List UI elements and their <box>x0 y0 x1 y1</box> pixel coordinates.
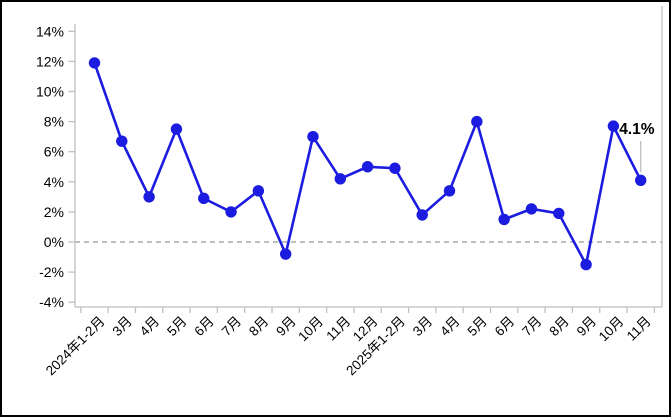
data-point-marker <box>416 209 428 221</box>
data-point-marker <box>580 258 592 271</box>
data-point-marker <box>88 57 101 69</box>
data-point-marker <box>498 213 510 226</box>
data-point-marker <box>334 173 346 185</box>
data-point-marker <box>116 135 128 147</box>
y-axis-tick-label: 12% <box>36 53 64 69</box>
data-point-marker <box>361 161 374 173</box>
y-axis-tick-label: -4% <box>39 294 64 310</box>
y-axis-tick-label: 6% <box>44 144 64 160</box>
data-point-marker <box>471 115 483 128</box>
data-point-marker <box>143 191 155 203</box>
data-point-marker <box>307 130 319 143</box>
y-axis-tick-label: 2% <box>44 204 64 220</box>
y-axis-tick-label: 4% <box>44 174 64 190</box>
y-axis-tick-label: 8% <box>44 114 64 130</box>
data-label-annotation: 4.1% <box>619 121 655 138</box>
data-point-marker <box>170 123 183 135</box>
y-axis-tick-label: 14% <box>36 23 64 39</box>
y-axis-tick-label: 0% <box>44 234 64 250</box>
data-point-marker <box>389 162 401 174</box>
data-point-marker <box>252 185 265 197</box>
data-point-marker <box>635 174 647 186</box>
data-point-marker <box>198 192 210 205</box>
data-point-marker <box>443 185 456 197</box>
data-point-marker <box>279 248 292 260</box>
data-point-marker <box>553 207 565 220</box>
data-point-marker <box>607 120 620 132</box>
data-point-marker <box>525 203 538 215</box>
data-point-marker <box>225 206 237 218</box>
y-axis-tick-label: 10% <box>36 84 64 100</box>
y-axis-tick-label: -2% <box>39 264 64 280</box>
